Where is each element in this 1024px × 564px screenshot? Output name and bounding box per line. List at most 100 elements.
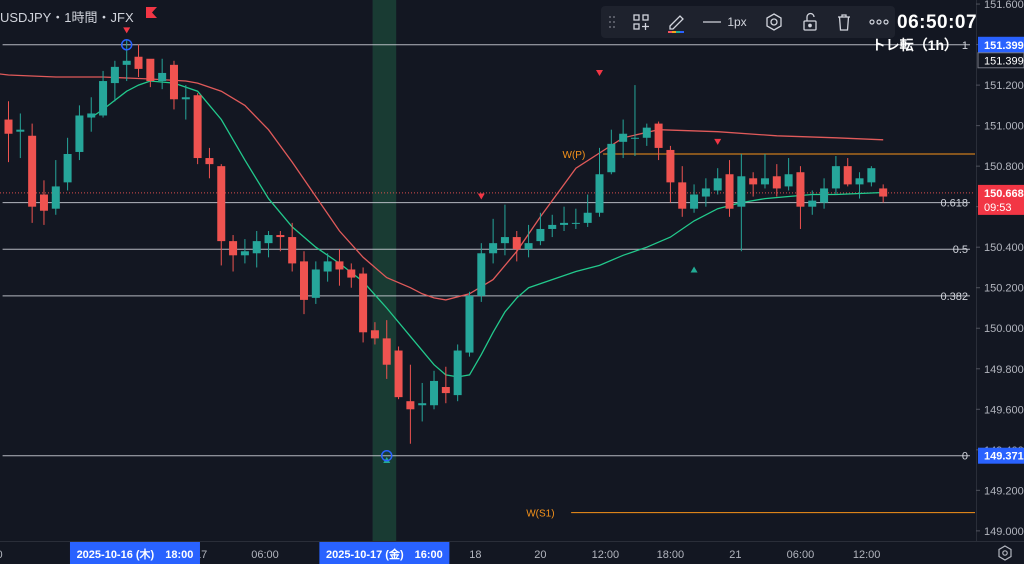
fib-level-label: 0.5 bbox=[953, 244, 968, 256]
candle-body bbox=[311, 269, 320, 298]
candle bbox=[169, 60, 178, 110]
candle-body bbox=[772, 176, 781, 189]
candle-body bbox=[87, 113, 96, 118]
candle-body bbox=[666, 149, 675, 183]
candle-body bbox=[512, 237, 521, 250]
candle-body bbox=[760, 178, 769, 185]
price-tick-label: 149.000 bbox=[984, 526, 1024, 538]
candle bbox=[465, 291, 474, 357]
flag-icon[interactable] bbox=[145, 6, 159, 20]
price-tick-label: 151.200 bbox=[984, 80, 1024, 92]
candle bbox=[725, 160, 734, 217]
candle bbox=[146, 58, 155, 88]
candle-body bbox=[607, 143, 616, 173]
candle-body bbox=[39, 194, 48, 211]
candle bbox=[276, 230, 285, 252]
last-price-badge bbox=[978, 184, 1024, 215]
time-crosshair-label: 2025-10-17 (金) 16:00 bbox=[326, 547, 443, 561]
drag-handle-icon[interactable] bbox=[605, 6, 619, 38]
candle-body bbox=[441, 387, 450, 394]
candle bbox=[51, 160, 60, 215]
candle-body bbox=[430, 380, 439, 406]
candle-body bbox=[347, 269, 356, 278]
candle bbox=[158, 58, 167, 90]
candle-body bbox=[394, 350, 403, 398]
swing-point-marker bbox=[120, 39, 133, 51]
candle bbox=[347, 263, 356, 288]
candle bbox=[749, 172, 758, 197]
time-tick-label: 21 bbox=[729, 549, 741, 561]
candle bbox=[441, 366, 450, 404]
object-tree-icon[interactable] bbox=[629, 6, 653, 38]
candle bbox=[394, 346, 403, 400]
price-badge bbox=[978, 447, 1024, 464]
sell-signal-marker bbox=[477, 193, 485, 200]
candle bbox=[879, 184, 888, 203]
candle bbox=[607, 129, 616, 175]
price-badge-label: 151.399 bbox=[984, 55, 1024, 67]
time-axis-background bbox=[0, 541, 1024, 564]
candle bbox=[122, 40, 131, 82]
candle-body bbox=[548, 224, 557, 229]
candle bbox=[335, 249, 344, 286]
candle-body bbox=[453, 350, 462, 396]
candle bbox=[382, 320, 391, 379]
price-tick-label: 150.400 bbox=[984, 242, 1024, 254]
unlock-icon[interactable] bbox=[797, 6, 823, 38]
fib-level-label: 0.382 bbox=[940, 291, 968, 303]
candle-body bbox=[831, 166, 840, 189]
pencil-icon[interactable] bbox=[663, 6, 689, 38]
candle bbox=[619, 119, 628, 159]
time-crosshair-label: 2025-10-16 (木) 18:00 bbox=[77, 547, 194, 561]
symbol-title[interactable]: USDJPY・1時間・JFX bbox=[0, 10, 134, 25]
candle bbox=[477, 243, 486, 302]
price-tick-label: 150.800 bbox=[984, 161, 1024, 173]
candle bbox=[359, 267, 368, 343]
candle-body bbox=[808, 200, 817, 207]
candle-body bbox=[51, 186, 60, 209]
price-tick-label: 151.000 bbox=[984, 121, 1024, 133]
candle bbox=[512, 230, 521, 262]
candle bbox=[134, 44, 143, 77]
session-highlight-band bbox=[372, 0, 397, 541]
more-icon[interactable] bbox=[865, 6, 893, 38]
candle bbox=[311, 261, 320, 304]
trash-icon[interactable] bbox=[831, 6, 857, 38]
sell-signal-marker bbox=[596, 69, 603, 76]
candle bbox=[28, 123, 37, 223]
candle bbox=[678, 166, 687, 217]
candle-body bbox=[300, 261, 308, 300]
candle-body bbox=[725, 174, 734, 209]
price-tick-label: 149.800 bbox=[984, 364, 1024, 376]
price-tick-label: 150.000 bbox=[984, 323, 1024, 335]
settings-hexagon-icon[interactable] bbox=[761, 6, 787, 38]
candle bbox=[229, 235, 238, 272]
candle-body bbox=[737, 176, 746, 207]
sell-signal-marker bbox=[123, 27, 131, 34]
candle-body bbox=[630, 137, 639, 139]
candle-body bbox=[500, 237, 509, 244]
candle bbox=[536, 212, 545, 246]
candle bbox=[690, 184, 699, 213]
candle bbox=[110, 60, 119, 102]
clock: 06:50:07 bbox=[897, 12, 978, 33]
candle-body bbox=[855, 178, 864, 185]
candle-body bbox=[28, 135, 37, 207]
candle-body bbox=[252, 241, 261, 254]
candle-body bbox=[418, 403, 427, 406]
candle-body bbox=[229, 241, 238, 256]
candle bbox=[99, 70, 108, 118]
candle bbox=[489, 218, 498, 264]
candle-body bbox=[122, 60, 131, 65]
time-tick-label: 06:00 bbox=[251, 549, 279, 561]
last-price-label: 150.668 bbox=[984, 188, 1024, 200]
candle bbox=[713, 168, 722, 195]
line-style-button[interactable]: 1px bbox=[699, 6, 751, 38]
candle-body bbox=[158, 72, 167, 82]
candle-body bbox=[181, 97, 190, 100]
fib-level-label: 1 bbox=[962, 40, 968, 52]
candle bbox=[370, 322, 379, 345]
candle bbox=[264, 230, 273, 258]
candle-body bbox=[619, 133, 628, 142]
